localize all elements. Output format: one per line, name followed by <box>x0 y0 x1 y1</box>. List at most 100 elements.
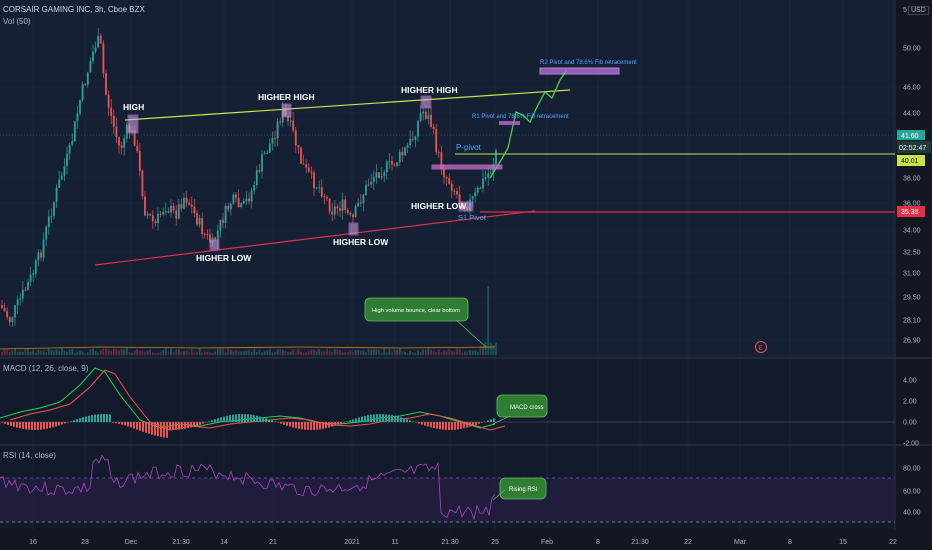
time-tick-label: 25 <box>491 539 499 546</box>
time-tick-label: Feb <box>541 539 553 546</box>
time-axis[interactable]: 16 23 Dec 21:30 14 21 2021 11 21:30 25 Feb 8 21:30 22… <box>29 539 897 546</box>
macd-axis[interactable]: 4.00 2.00 0.00 -2.00 <box>903 378 919 448</box>
macd-histogram-bar <box>127 422 129 427</box>
volume-bar <box>24 349 27 355</box>
candle-body <box>34 260 37 274</box>
candle-body <box>84 84 87 86</box>
candle-body <box>94 47 97 52</box>
higher-low-box-2[interactable] <box>348 222 359 236</box>
candle-body <box>107 94 110 108</box>
high-box[interactable] <box>127 114 139 134</box>
macd-histogram-bar <box>217 418 219 422</box>
macd-histogram-bar <box>289 422 291 427</box>
candle-body <box>206 234 209 236</box>
pivot-zone[interactable] <box>431 164 503 170</box>
volume-bar <box>16 352 19 355</box>
macd-histogram-bar <box>334 422 336 426</box>
macd-histogram-bar <box>268 419 270 422</box>
macd-histogram-bar <box>82 417 84 422</box>
r1-zone[interactable] <box>499 121 520 125</box>
macd-histogram-bar <box>376 414 378 422</box>
candle-body <box>398 151 401 163</box>
currency-badge[interactable]: USD <box>908 6 929 15</box>
upper-trendline[interactable] <box>124 89 571 121</box>
volume-bar <box>183 351 185 355</box>
earnings-marker[interactable]: E <box>755 341 767 353</box>
higher-high-label-1: HIGHER HIGH <box>258 92 315 102</box>
volume-bar <box>289 351 292 355</box>
macd-histogram-bar <box>361 416 363 422</box>
volume-callout[interactable]: High volume bounce, clear bottom <box>364 297 487 348</box>
candle-body <box>235 194 237 198</box>
candle-body <box>237 197 240 207</box>
volume-bar <box>404 352 406 355</box>
volume-bar <box>216 348 219 355</box>
candle-body <box>331 211 334 215</box>
volume-bar <box>378 349 380 355</box>
macd-histogram-bar <box>232 414 234 422</box>
p-pivot-label: P-pivot <box>456 143 482 152</box>
macd-histogram-bar <box>295 422 297 429</box>
candle-body <box>435 129 438 153</box>
higher-high-box-1[interactable] <box>281 103 292 118</box>
r2-zone[interactable] <box>539 67 620 75</box>
rsi-callout[interactable]: Rising RSI <box>492 477 547 501</box>
candle-body <box>406 145 409 148</box>
volume-bar <box>188 352 191 355</box>
support-price-tag: 35.35 <box>897 206 925 217</box>
volume-bar <box>27 348 29 355</box>
candle-body <box>79 99 81 114</box>
rsi-indicator-label: RSI (14, close) <box>3 451 56 460</box>
candle-body <box>255 170 258 186</box>
higher-high-label-2: HIGHER HIGH <box>401 85 458 95</box>
volume-bar <box>58 351 61 355</box>
candle-body <box>6 311 9 318</box>
candle-body <box>154 221 157 223</box>
candle-body <box>484 177 487 179</box>
volume-bar <box>50 349 53 355</box>
rsi-axis[interactable]: 80.00 60.00 40.00 <box>903 466 921 517</box>
macd-histogram-bar <box>94 414 96 422</box>
macd-histogram-bar <box>136 422 138 430</box>
macd-histogram-bar <box>382 414 384 422</box>
projection-path[interactable] <box>489 69 568 179</box>
volume-bar <box>430 349 432 355</box>
volume-bar <box>427 348 430 355</box>
volume-bar <box>133 351 136 355</box>
macd-pane[interactable] <box>0 359 895 444</box>
volume-bar <box>177 349 180 355</box>
price-tick-label: 29.50 <box>903 295 921 302</box>
support-price-value: 35.35 <box>901 209 919 216</box>
volume-bar <box>138 351 141 355</box>
macd-histogram-bar <box>175 422 177 430</box>
higher-low-box-1[interactable] <box>209 239 220 251</box>
macd-histogram-bar <box>103 414 105 422</box>
volume-bar <box>271 352 274 355</box>
lower-trendline[interactable] <box>94 210 536 266</box>
higher-low-box-3[interactable] <box>458 201 474 212</box>
volume-bar <box>211 352 214 355</box>
macd-histogram-bar <box>463 422 465 429</box>
macd-histogram-bar <box>157 422 159 437</box>
higher-high-box-2[interactable] <box>420 95 432 109</box>
candle-body <box>261 154 263 172</box>
macd-histogram-bar <box>28 422 30 430</box>
macd-histogram-bar <box>91 415 93 422</box>
candle-body <box>115 126 118 138</box>
volume-bar <box>300 352 302 355</box>
candle-body <box>224 206 227 223</box>
macd-callout[interactable]: MACD cross <box>492 394 548 425</box>
time-tick-label: 15 <box>839 539 847 546</box>
candle-body <box>479 187 482 189</box>
volume-bar <box>331 351 334 355</box>
price-axis[interactable]: 50.00 46.00 44.00 38.00 36.00 34.00 32.50 31.00… <box>903 46 921 345</box>
volume-bar <box>419 352 422 355</box>
candle-body <box>97 35 100 48</box>
macd-histogram-bar <box>250 414 252 422</box>
candle-body <box>372 177 375 182</box>
volume-bar <box>422 349 425 355</box>
candle-body <box>180 204 183 209</box>
candle-body <box>333 206 336 215</box>
candle-body <box>198 217 201 225</box>
